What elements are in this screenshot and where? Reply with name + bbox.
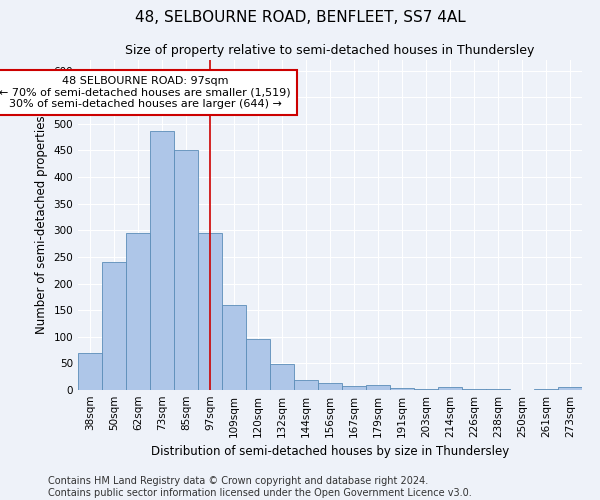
Title: Size of property relative to semi-detached houses in Thundersley: Size of property relative to semi-detach…	[125, 44, 535, 58]
Bar	[246, 340, 270, 390]
Bar	[222, 305, 246, 390]
Bar	[198, 233, 222, 390]
Bar	[390, 388, 414, 390]
Bar	[150, 131, 174, 390]
Text: Contains HM Land Registry data © Crown copyright and database right 2024.
Contai: Contains HM Land Registry data © Crown c…	[48, 476, 472, 498]
Bar	[78, 352, 102, 390]
Bar	[462, 389, 486, 390]
Bar	[486, 389, 510, 390]
Bar	[270, 364, 294, 390]
Text: 48, SELBOURNE ROAD, BENFLEET, SS7 4AL: 48, SELBOURNE ROAD, BENFLEET, SS7 4AL	[134, 10, 466, 25]
Bar	[534, 389, 558, 390]
Bar	[294, 380, 318, 390]
Y-axis label: Number of semi-detached properties: Number of semi-detached properties	[35, 116, 48, 334]
Bar	[174, 150, 198, 390]
Bar	[102, 262, 126, 390]
Bar	[342, 386, 366, 390]
Bar	[318, 383, 342, 390]
Bar	[414, 389, 438, 390]
Bar	[438, 388, 462, 390]
Text: 48 SELBOURNE ROAD: 97sqm
← 70% of semi-detached houses are smaller (1,519)
30% o: 48 SELBOURNE ROAD: 97sqm ← 70% of semi-d…	[0, 76, 291, 109]
Bar	[366, 384, 390, 390]
Bar	[126, 233, 150, 390]
X-axis label: Distribution of semi-detached houses by size in Thundersley: Distribution of semi-detached houses by …	[151, 446, 509, 458]
Bar	[558, 388, 582, 390]
